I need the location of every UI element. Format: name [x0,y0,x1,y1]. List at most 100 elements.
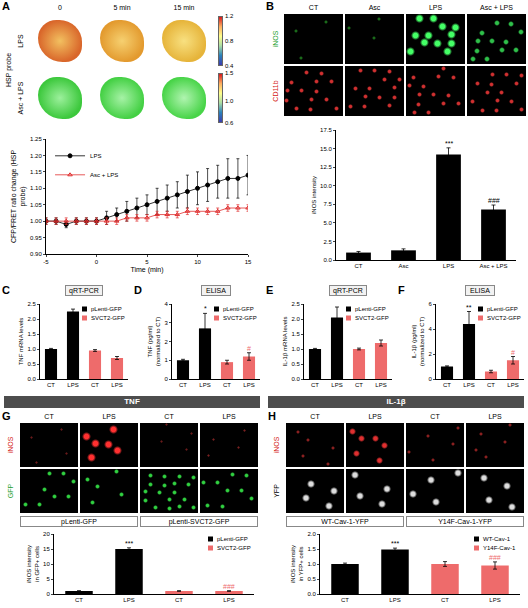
svg-text:0: 0 [428,376,432,382]
svg-text:CT: CT [311,382,319,388]
svg-text:1.05: 1.05 [30,202,42,208]
svg-text:0: 0 [46,591,50,597]
svg-text:Asc + LPS: Asc + LPS [479,263,507,269]
svg-text:CT: CT [75,597,83,603]
svg-text:CT: CT [443,382,451,388]
svg-text:10: 10 [194,259,201,265]
svg-text:10.0: 10.0 [320,183,332,189]
svg-text:CFP/FRET ratio change (HSPprob: CFP/FRET ratio change (HSPprobe) [10,150,27,244]
svg-text:5: 5 [145,259,149,265]
svg-text:1.00: 1.00 [30,218,42,224]
svg-text:1.20: 1.20 [30,153,42,159]
svg-text:1.15: 1.15 [30,169,42,175]
svg-text:pLenti-GFP: pLenti-GFP [223,306,254,312]
svg-text:2.5: 2.5 [27,301,36,307]
svg-text:CT: CT [47,382,55,388]
svg-text:LPS: LPS [223,597,234,603]
svg-text:1.0: 1.0 [291,346,300,352]
svg-text:-5: -5 [43,259,49,265]
svg-text:TNF (pg/ml)(normalized to CT): TNF (pg/ml)(normalized to CT) [147,317,161,367]
svg-text:LPS: LPS [463,382,474,388]
svg-text:#: # [511,349,515,356]
svg-text:7.5: 7.5 [323,201,332,207]
svg-text:0.5: 0.5 [27,361,36,367]
svg-text:iNOS intensityin YFP+ cells: iNOS intensityin YFP+ cells [290,545,304,583]
svg-text:0.0: 0.0 [307,591,316,597]
svg-text:1.5: 1.5 [291,331,300,337]
svg-text:2: 2 [428,351,432,357]
svg-text:2.0: 2.0 [291,316,300,322]
svg-text:0.0: 0.0 [323,257,332,263]
svg-text:CT: CT [441,597,449,603]
svg-text:###: ### [488,197,500,204]
svg-text:10: 10 [43,561,50,567]
svg-text:iNOS intensityin GFP+ cells: iNOS intensityin GFP+ cells [26,545,40,583]
svg-text:20: 20 [43,531,50,537]
svg-text:iNOS intensity: iNOS intensity [311,176,317,214]
svg-text:LPS: LPS [375,382,386,388]
svg-text:LPS: LPS [111,382,122,388]
svg-text:2.0: 2.0 [27,316,36,322]
svg-text:LPS: LPS [443,263,454,269]
svg-text:***: *** [445,140,453,147]
svg-text:###: ### [223,583,235,590]
svg-text:0.5: 0.5 [291,361,300,367]
svg-text:CT: CT [175,597,183,603]
svg-text:Y14F-Cav-1: Y14F-Cav-1 [483,545,516,551]
svg-text:**: ** [466,304,472,311]
svg-text:0: 0 [95,259,99,265]
svg-text:2: 2 [164,339,168,345]
svg-text:Time (min): Time (min) [130,266,163,274]
svg-text:1.10: 1.10 [30,185,42,191]
svg-text:1.0: 1.0 [27,346,36,352]
svg-text:4: 4 [428,326,432,332]
svg-text:3: 3 [164,320,168,326]
svg-text:0: 0 [164,376,168,382]
svg-text:SVCT2-GFP: SVCT2-GFP [487,315,521,321]
svg-text:LPS: LPS [331,382,342,388]
svg-text:SVCT2-GFP: SVCT2-GFP [217,545,251,551]
svg-text:0.5: 0.5 [307,576,316,582]
svg-text:***: *** [125,540,133,547]
svg-text:CT: CT [341,597,349,603]
svg-text:1.25: 1.25 [30,136,42,142]
svg-text:6: 6 [428,301,432,307]
svg-text:SVCT2-GFP: SVCT2-GFP [355,315,389,321]
svg-text:LPS: LPS [123,597,134,603]
svg-text:2.5: 2.5 [291,301,300,307]
svg-text:LPS: LPS [389,597,400,603]
svg-text:SVCT2-GFP: SVCT2-GFP [223,315,257,321]
svg-text:LPS: LPS [489,597,500,603]
svg-text:pLenti-GFP: pLenti-GFP [217,536,248,542]
svg-text:5.0: 5.0 [323,220,332,226]
svg-text:CT: CT [91,382,99,388]
svg-text:pLenti-GFP: pLenti-GFP [91,306,122,312]
svg-text:1.5: 1.5 [27,331,36,337]
svg-text:12.5: 12.5 [320,164,332,170]
svg-text:5: 5 [46,576,50,582]
svg-text:IL-1β (pg/ml)(normalized to CT: IL-1β (pg/ml)(normalized to CT) [411,317,425,367]
svg-text:Asc + LPS: Asc + LPS [90,172,118,178]
svg-text:WT-Cav-1: WT-Cav-1 [483,536,511,542]
svg-text:1.5: 1.5 [307,546,316,552]
svg-text:###: ### [489,554,501,561]
svg-text:17.5: 17.5 [320,127,332,133]
svg-text:CT: CT [355,382,363,388]
svg-text:1: 1 [164,357,168,363]
svg-text:Asc: Asc [398,263,408,269]
svg-text:CT: CT [223,382,231,388]
svg-text:15: 15 [43,546,50,552]
svg-text:LPS: LPS [90,153,101,159]
svg-text:1.0: 1.0 [307,561,316,567]
svg-text:0.0: 0.0 [291,376,300,382]
svg-text:LPS: LPS [67,382,78,388]
svg-text:*: * [204,305,207,312]
svg-text:LPS: LPS [199,382,210,388]
svg-text:2.5: 2.5 [323,239,332,245]
svg-text:CT: CT [355,263,363,269]
svg-text:TNF mRNA levels: TNF mRNA levels [18,318,24,366]
svg-text:0.90: 0.90 [30,251,42,257]
svg-text:CT: CT [179,382,187,388]
svg-text:LPS: LPS [243,382,254,388]
svg-text:pLenti-GFP: pLenti-GFP [487,306,518,312]
